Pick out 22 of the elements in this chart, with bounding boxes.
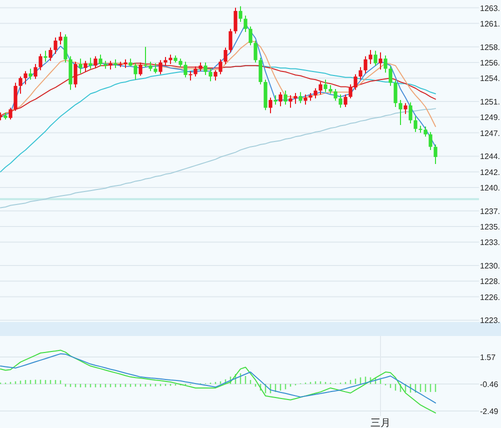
y-tick-label: 1244.	[480, 152, 500, 162]
y-tick-label: 1263.	[480, 4, 500, 13]
y-tick-label: 1235.	[480, 222, 500, 232]
y-tick-label: 1242.	[480, 168, 500, 177]
y-tick-label: 1.57	[480, 352, 496, 362]
y-tick-label: 1251.	[480, 98, 500, 107]
y-tick-label: 1223.	[480, 316, 500, 326]
y-tick-label: 1230.	[480, 262, 500, 271]
y-tick-label: 1256.	[480, 58, 500, 68]
x-tick-label: 三月	[370, 418, 390, 428]
y-tick-label: 1226.	[480, 292, 500, 302]
y-tick-label: 1240.	[480, 183, 500, 192]
y-tick-label: 1233.	[480, 238, 500, 248]
y-tick-label: 1237.	[480, 206, 500, 216]
y-tick-label: -0.46	[480, 380, 499, 389]
y-tick-label: -2.49	[480, 406, 499, 416]
y-tick-label: 1228.	[480, 277, 500, 286]
y-tick-label: 1258.	[480, 42, 500, 52]
y-tick-label: 1249.	[480, 113, 500, 122]
y-tick-label: 1261.	[480, 19, 500, 28]
y-tick-label: 1254.	[480, 74, 500, 84]
y-tick-label: 1247.	[480, 128, 500, 138]
